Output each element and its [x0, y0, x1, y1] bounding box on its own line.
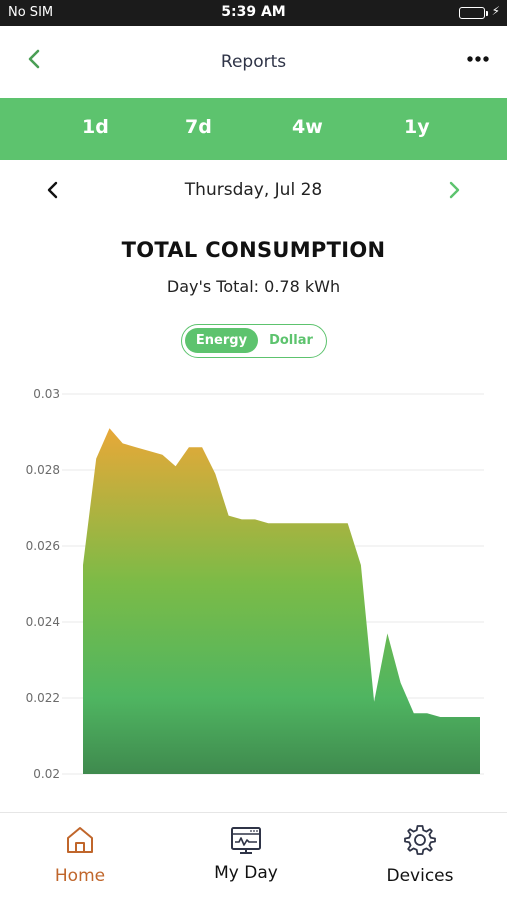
energy-toggle-button[interactable]: Energy: [185, 328, 258, 353]
day-total: Day's Total: 0.78 kWh: [166, 277, 341, 296]
unit-toggle: Energy Dollar: [181, 324, 327, 358]
clock: 5:39 AM: [221, 4, 286, 20]
consumption-chart: 0.03 0.028 0.026 0.024 0.022 0.02: [0, 380, 507, 790]
chevron-left-icon[interactable]: [22, 46, 48, 72]
charging-bolt-icon: ⚡: [491, 4, 500, 18]
tab-7d[interactable]: 7d: [185, 116, 212, 138]
dollar-toggle-button[interactable]: Dollar: [269, 333, 313, 348]
tab-my-day[interactable]: My Day: [166, 813, 326, 900]
monitor-chart-icon: [231, 827, 261, 854]
y-tick-label: 0.028: [26, 463, 60, 477]
nav-header: Reports: [0, 26, 507, 98]
y-tick-label: 0.02: [33, 767, 60, 781]
page-title: Reports: [220, 52, 287, 72]
tab-1d[interactable]: 1d: [82, 116, 109, 138]
previous-date-icon[interactable]: [44, 180, 62, 200]
consumption-area: [83, 428, 480, 774]
tab-home-label: Home: [54, 866, 106, 886]
carrier-label: No SIM: [8, 5, 54, 20]
y-tick-label: 0.026: [26, 539, 60, 553]
home-icon: [67, 827, 93, 853]
tab-4w[interactable]: 4w: [292, 116, 323, 138]
battery-charging-icon: [459, 7, 485, 19]
tab-devices-label: Devices: [386, 866, 454, 886]
tab-devices[interactable]: Devices: [340, 813, 500, 900]
current-date: Thursday, Jul 28: [184, 180, 323, 200]
y-tick-label: 0.024: [26, 615, 60, 629]
tab-bar-divider: [0, 812, 507, 813]
more-dots-icon[interactable]: [465, 48, 491, 70]
status-bar: No SIM 5:39 AM ⚡: [0, 0, 507, 26]
tab-home[interactable]: Home: [0, 813, 160, 900]
period-tabs: 1d 7d 4w 1y: [0, 98, 507, 160]
gear-icon: [404, 825, 436, 855]
y-tick-label: 0.03: [33, 387, 60, 401]
bottom-tab-bar: Home My Day Devices: [0, 813, 507, 900]
next-date-icon[interactable]: [445, 180, 463, 200]
consumption-chart-svg: 0.03 0.028 0.026 0.024 0.022 0.02: [26, 387, 484, 781]
tab-1y[interactable]: 1y: [404, 116, 430, 138]
y-tick-label: 0.022: [26, 691, 60, 705]
report-title: TOTAL CONSUMPTION: [121, 238, 386, 262]
date-navigator: Thursday, Jul 28: [0, 172, 507, 208]
tab-my-day-label: My Day: [214, 863, 278, 883]
